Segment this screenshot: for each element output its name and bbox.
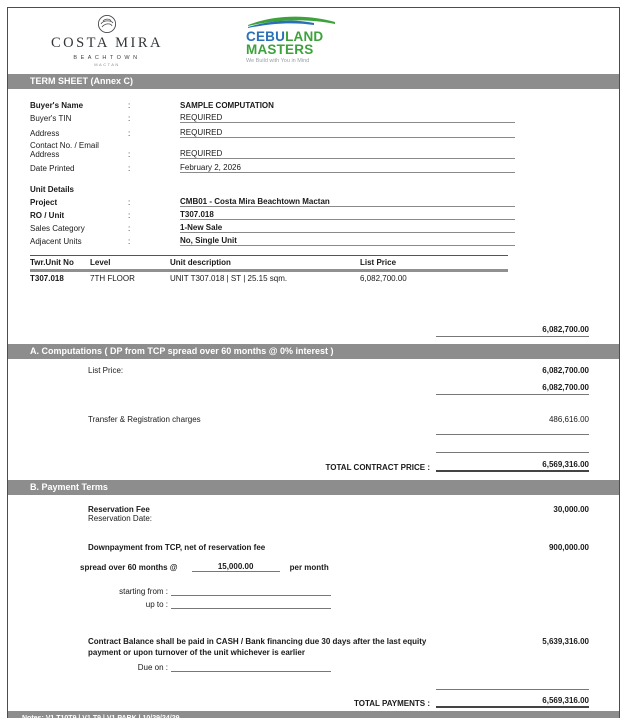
reservation-date-row: Reservation Date: bbox=[88, 514, 153, 523]
sales-category-value: 1-New Sale bbox=[180, 221, 515, 233]
list-price-cell: 6,082,700.00 bbox=[360, 274, 407, 283]
cebu-landmasters-tagline: We Build with You in Mind bbox=[246, 57, 310, 64]
blank-rule-3 bbox=[436, 688, 589, 690]
unit-table-header: Twr.Unit No Level Unit description List … bbox=[30, 255, 508, 272]
ro-unit-row: RO / Unit : T307.018 bbox=[30, 207, 619, 220]
due-on-blank bbox=[171, 661, 331, 672]
list-price-row: List Price: 6,082,700.00 bbox=[88, 366, 589, 375]
downpayment-row: Downpayment from TCP, net of reservation… bbox=[88, 543, 589, 552]
contract-balance-amount: 5,639,316.00 bbox=[542, 637, 589, 646]
unit-total-row: 6,082,700.00 bbox=[8, 325, 619, 334]
section-a-subtotal: 6,082,700.00 bbox=[542, 383, 589, 392]
date-printed-value: February 2, 2026 bbox=[180, 161, 515, 173]
total-contract-price-label: TOTAL CONTRACT PRICE : bbox=[325, 463, 430, 472]
transfer-charges-amount: 486,616.00 bbox=[548, 415, 589, 424]
costa-mira-beachtown-label: BEACHTOWN bbox=[73, 55, 141, 61]
term-sheet-title-bar: TERM SHEET (Annex C) bbox=[8, 74, 619, 89]
document-border: COSTA MIRA BEACHTOWN MACTAN CEBULAND MAS… bbox=[7, 7, 620, 718]
monthly-amount: 15,000.00 bbox=[191, 562, 280, 572]
costa-mira-wordmark: COSTA MIRA bbox=[50, 35, 164, 51]
up-to-row: up to : bbox=[8, 598, 619, 609]
address-value: REQUIRED bbox=[180, 126, 515, 138]
total-payments-label: TOTAL PAYMENTS : bbox=[353, 698, 430, 708]
project-value: CMB01 - Costa Mira Beachtown Mactan bbox=[180, 195, 515, 207]
costa-mira-mactan-label: MACTAN bbox=[94, 62, 120, 67]
transfer-charges-row: Transfer & Registration charges 486,616.… bbox=[88, 415, 589, 424]
contact-row: Contact No. / Email Address : REQUIRED bbox=[30, 139, 619, 159]
total-payments-row: TOTAL PAYMENTS : 6,569,316.00 bbox=[8, 696, 619, 708]
address-row: Address : REQUIRED bbox=[30, 125, 619, 138]
contract-balance-text: Contract Balance shall be paid in CASH /… bbox=[88, 637, 427, 657]
unit-description-cell: UNIT T307.018 | ST | 25.15 sqm. bbox=[170, 274, 288, 283]
unit-details-section: Unit Details Project : CMB01 - Costa Mir… bbox=[8, 185, 619, 246]
project-row: Project : CMB01 - Costa Mira Beachtown M… bbox=[30, 194, 619, 207]
adjacent-units-row: Adjacent Units : No, Single Unit bbox=[30, 233, 619, 246]
cebu-landmasters-swoosh-icon bbox=[248, 16, 335, 28]
spread-label: spread over 60 months @ bbox=[80, 563, 178, 572]
per-month-label: per month bbox=[289, 563, 329, 572]
contract-balance-row: Contract Balance shall be paid in CASH /… bbox=[8, 637, 619, 659]
sales-category-row: Sales Category : 1-New Sale bbox=[30, 220, 619, 233]
reservation-fee-amount: 30,000.00 bbox=[553, 505, 589, 514]
unit-total-value: 6,082,700.00 bbox=[542, 325, 589, 334]
unit-table-row: T307.018 7TH FLOOR UNIT T307.018 | ST | … bbox=[30, 272, 508, 285]
buyer-tin-value: REQUIRED bbox=[180, 111, 515, 123]
header: COSTA MIRA BEACHTOWN MACTAN CEBULAND MAS… bbox=[8, 8, 619, 70]
total-contract-price-row: TOTAL CONTRACT PRICE : 6,569,316.00 bbox=[8, 460, 619, 472]
cebu-landmasters-wordmark: CEBULAND MASTERS bbox=[246, 29, 324, 57]
buyer-info-section: Buyer's Name : SAMPLE COMPUTATION Buyer'… bbox=[8, 97, 619, 173]
due-on-row: Due on : bbox=[8, 661, 619, 672]
starting-from-row: starting from : bbox=[8, 585, 619, 596]
up-to-blank bbox=[171, 598, 331, 609]
blank-rule-1 bbox=[436, 433, 589, 435]
downpayment-amount: 900,000.00 bbox=[548, 543, 589, 552]
date-printed-row: Date Printed : February 2, 2026 bbox=[30, 160, 619, 173]
cebu-landmasters-logo: CEBULAND MASTERS We Build with You in Mi… bbox=[246, 14, 366, 64]
blank-rule-2 bbox=[436, 451, 589, 453]
starting-from-blank bbox=[171, 585, 331, 596]
costa-mira-swirl-icon bbox=[97, 14, 117, 34]
reservation-fee-row: Reservation Fee 30,000.00 bbox=[88, 505, 589, 514]
total-payments-value: 6,569,316.00 bbox=[436, 696, 589, 708]
buyer-name-value: SAMPLE COMPUTATION bbox=[180, 101, 274, 110]
list-price-amount: 6,082,700.00 bbox=[542, 366, 589, 375]
contact-value: REQUIRED bbox=[180, 147, 515, 159]
unit-total-rule bbox=[436, 335, 589, 337]
buyer-name-row: Buyer's Name : SAMPLE COMPUTATION bbox=[30, 97, 619, 110]
section-a-subtotal-row: 6,082,700.00 bbox=[8, 383, 619, 392]
unit-no-cell: T307.018 bbox=[30, 274, 64, 283]
section-a-subtotal-rule bbox=[436, 393, 589, 395]
footer-notes-bar: Notes: V1 T10T9 | V1 T9 | V1 PARK | 10/2… bbox=[8, 711, 619, 718]
total-contract-price-value: 6,569,316.00 bbox=[436, 460, 589, 472]
ro-unit-value: T307.018 bbox=[180, 208, 515, 220]
spread-row: spread over 60 months @ 15,000.00 per mo… bbox=[8, 562, 619, 572]
unit-table: Twr.Unit No Level Unit description List … bbox=[30, 255, 508, 285]
unit-details-heading: Unit Details bbox=[30, 185, 75, 194]
costa-mira-logo: COSTA MIRA BEACHTOWN MACTAN bbox=[38, 14, 176, 67]
section-a-bar: A. Computations ( DP from TCP spread ove… bbox=[8, 344, 619, 359]
buyer-tin-row: Buyer's TIN : REQUIRED bbox=[30, 110, 619, 123]
section-b-bar: B. Payment Terms bbox=[8, 480, 619, 495]
level-cell: 7TH FLOOR bbox=[90, 274, 135, 283]
adjacent-units-value: No, Single Unit bbox=[180, 234, 515, 246]
